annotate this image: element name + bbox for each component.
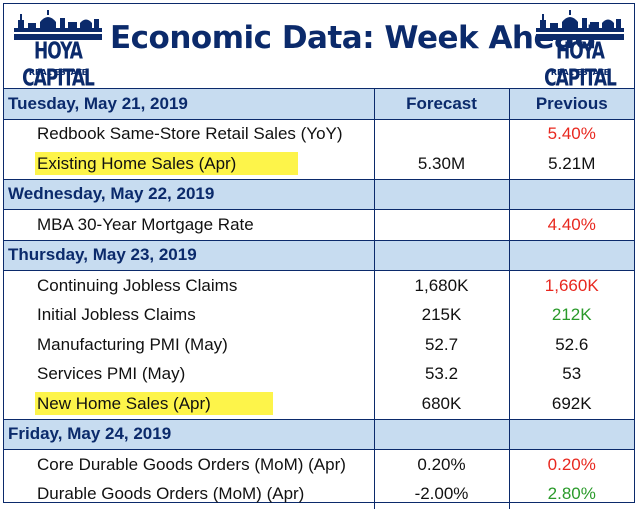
table-body: Tuesday, May 21, 2019 Forecast Previous … [4,89,634,509]
header: HOYA CAPITAL REAL ESTATE Economic Data: … [4,4,634,88]
previous-value: 0.20% [509,450,634,480]
previous-value: 692K [509,389,634,419]
highlighted-indicator-name: New Home Sales (Apr) [35,392,273,415]
forecast-value: 5.30M [374,149,509,179]
previous-value: 212K [509,301,634,331]
forecast-column-header [374,240,509,271]
day-date: Tuesday, May 21, 2019 [4,89,374,120]
forecast-value: 0.20% [374,450,509,480]
indicator-name: Redbook Same-Store Retail Sales (YoY) [4,119,374,149]
forecast-value [374,210,509,241]
indicator-name: Services PMI (May) [4,360,374,390]
logo-brand-text: HOYA CAPITAL [10,38,106,92]
table-row: Core Durable Goods Orders (MoM) (Apr) 0.… [4,450,634,480]
forecast-value: 1,680K [374,271,509,301]
hoya-capital-logo-left: HOYA CAPITAL REAL ESTATE [10,10,106,82]
previous-value: 52.6 [509,330,634,360]
previous-column-header: Previous [509,89,634,120]
highlighted-indicator-name: Existing Home Sales (Apr) [35,152,298,175]
table-row: Services PMI (May) 53.2 53 [4,360,634,390]
forecast-value: 52.7 [374,330,509,360]
table-row: Initial Jobless Claims 215K 212K [4,301,634,331]
indicator-name-cell: New Home Sales (Apr) [4,389,374,419]
indicator-name: Durable Goods Orders (MoM) (Apr) [4,480,374,509]
previous-column-header [509,240,634,271]
hoya-capital-logo-right: HOYA CAPITAL REAL ESTATE [532,10,628,82]
day-date: Friday, May 24, 2019 [4,419,374,450]
indicator-name: Manufacturing PMI (May) [4,330,374,360]
forecast-column-header [374,179,509,210]
previous-value: 1,660K [509,271,634,301]
page-title: Economic Data: Week Ahead [110,20,530,56]
day-header-row: Wednesday, May 22, 2019 [4,179,634,210]
economic-data-table: Tuesday, May 21, 2019 Forecast Previous … [4,88,634,509]
logo-brand-text: HOYA CAPITAL [532,38,628,92]
logo-sub-text: REAL ESTATE [532,68,628,77]
table-row: Existing Home Sales (Apr) 5.30M 5.21M [4,149,634,179]
previous-column-header [509,419,634,450]
table-row: Redbook Same-Store Retail Sales (YoY) 5.… [4,119,634,149]
forecast-value: 680K [374,389,509,419]
table-row: Continuing Jobless Claims 1,680K 1,660K [4,271,634,301]
table-row: MBA 30-Year Mortgage Rate 4.40% [4,210,634,241]
previous-value: 5.21M [509,149,634,179]
logo-sub-text: REAL ESTATE [10,68,106,77]
skyline-icon [10,10,106,40]
table-row: Durable Goods Orders (MoM) (Apr) -2.00% … [4,480,634,509]
previous-value: 5.40% [509,119,634,149]
day-header-row: Tuesday, May 21, 2019 Forecast Previous [4,89,634,120]
day-header-row: Friday, May 24, 2019 [4,419,634,450]
day-date: Wednesday, May 22, 2019 [4,179,374,210]
table-row: New Home Sales (Apr) 680K 692K [4,389,634,419]
previous-column-header [509,179,634,210]
indicator-name: Core Durable Goods Orders (MoM) (Apr) [4,450,374,480]
indicator-name: Continuing Jobless Claims [4,271,374,301]
indicator-name: MBA 30-Year Mortgage Rate [4,210,374,241]
indicator-name-cell: Existing Home Sales (Apr) [4,149,374,179]
forecast-column-header [374,419,509,450]
skyline-icon [532,10,628,40]
forecast-value: -2.00% [374,480,509,509]
table-row: Manufacturing PMI (May) 52.7 52.6 [4,330,634,360]
indicator-name: Initial Jobless Claims [4,301,374,331]
forecast-value: 53.2 [374,360,509,390]
day-date: Thursday, May 23, 2019 [4,240,374,271]
previous-value: 2.80% [509,480,634,509]
day-header-row: Thursday, May 23, 2019 [4,240,634,271]
previous-value: 4.40% [509,210,634,241]
forecast-column-header: Forecast [374,89,509,120]
previous-value: 53 [509,360,634,390]
forecast-value [374,119,509,149]
forecast-value: 215K [374,301,509,331]
economic-calendar-panel: HOYA CAPITAL REAL ESTATE Economic Data: … [3,3,635,503]
